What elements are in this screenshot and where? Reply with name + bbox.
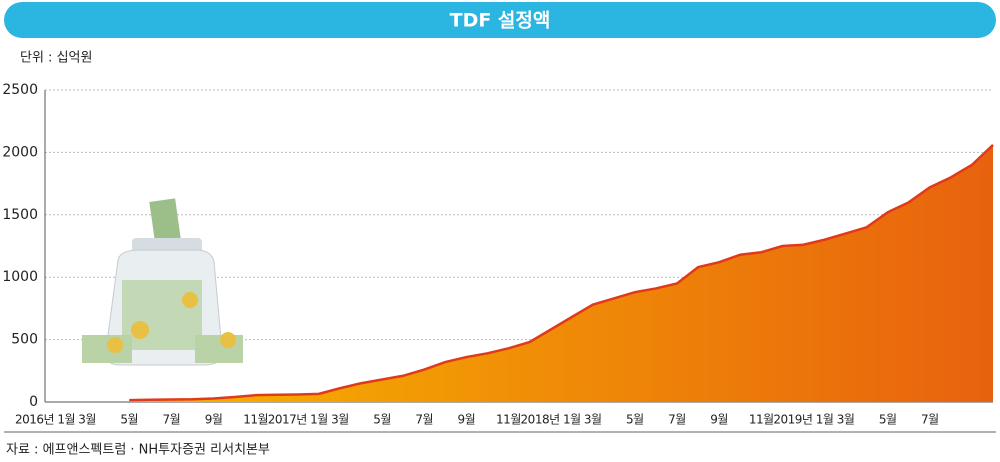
- chart-title: TDF 설정액: [450, 10, 551, 32]
- area: [129, 144, 993, 403]
- y-tick-label: 1500: [2, 207, 38, 223]
- x-tick-label: 7월: [163, 413, 181, 427]
- x-tick-label: 5월: [626, 413, 644, 427]
- x-tick-label: 7월: [921, 413, 939, 427]
- illustration: [82, 198, 243, 366]
- x-tick-label: 2018년 1월: [521, 413, 581, 427]
- x-tick-label: 3월: [584, 413, 602, 427]
- x-tick-label: 2017년 1월: [268, 413, 328, 427]
- y-tick-label: 0: [29, 394, 38, 410]
- x-tick-label: 3월: [837, 413, 855, 427]
- x-tick-label: 5월: [879, 413, 897, 427]
- y-tick-label: 1000: [2, 269, 38, 285]
- title-bar: [4, 2, 996, 38]
- x-tick-label: 2019년 1월: [773, 413, 833, 427]
- x-tick-label: 3월: [78, 413, 96, 427]
- source: 자료 : 에프앤스펙트럼 · NH투자증권 리서치본부: [6, 443, 270, 458]
- x-tick-label: 2016년 1월: [15, 413, 75, 427]
- y-tick-label: 500: [11, 332, 38, 348]
- x-tick-label: 9월: [457, 413, 475, 427]
- y-tick-label: 2000: [2, 144, 38, 160]
- y-tick-label: 2500: [2, 82, 38, 98]
- x-tick-label: 5월: [373, 413, 391, 427]
- x-tick-label: 11월: [749, 413, 774, 427]
- x-tick-label: 7월: [668, 413, 686, 427]
- x-tick-label: 7월: [415, 413, 433, 427]
- x-tick-label: 3월: [331, 413, 349, 427]
- x-tick-label: 9월: [205, 413, 223, 427]
- unit-label: 단위 : 십억원: [20, 51, 92, 66]
- x-tick-label: 5월: [120, 413, 138, 427]
- area-line: [129, 144, 994, 402]
- x-tick-label: 9월: [710, 413, 728, 427]
- x-tick-label: 11월: [496, 413, 521, 427]
- x-tick-label: 11월: [243, 413, 268, 427]
